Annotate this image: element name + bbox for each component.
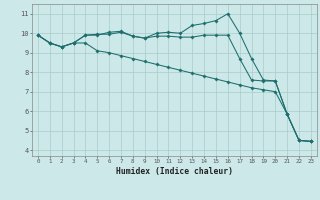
X-axis label: Humidex (Indice chaleur): Humidex (Indice chaleur) bbox=[116, 167, 233, 176]
